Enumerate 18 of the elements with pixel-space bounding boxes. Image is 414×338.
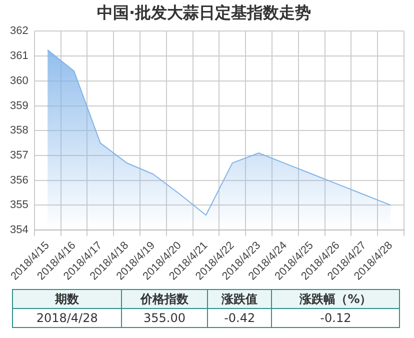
y-tick-label: 356 — [10, 174, 28, 186]
text: 涨跌幅（%） — [272, 290, 400, 308]
text: 涨跌值 — [207, 290, 272, 308]
text: 期数 — [12, 290, 122, 308]
y-tick-label: 354 — [10, 224, 28, 236]
text: 价格指数 — [122, 290, 208, 308]
text: 2018/4/28 — [12, 308, 122, 328]
text: 355.00 — [122, 308, 208, 328]
y-tick-label: 358 — [10, 124, 28, 137]
y-tick-label: 360 — [10, 74, 28, 87]
y-tick-label: 361 — [10, 50, 28, 62]
text: -0.42 — [207, 308, 272, 328]
text: -0.12 — [272, 308, 400, 328]
y-tick-label: 357 — [10, 150, 28, 162]
y-tick-label: 362 — [10, 25, 28, 38]
y-tick-label: 355 — [10, 199, 28, 212]
chart-title: 中国·批发大蒜日定基指数走势 — [96, 2, 312, 22]
y-tick-label: 359 — [10, 100, 28, 112]
